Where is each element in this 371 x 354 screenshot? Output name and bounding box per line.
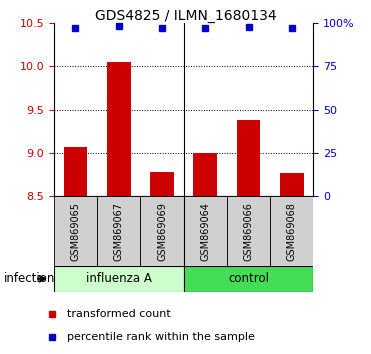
Text: GSM869068: GSM869068 [287, 202, 297, 261]
Bar [184, 266, 313, 292]
Bar [97, 196, 140, 266]
Bar [227, 196, 270, 266]
Bar [193, 153, 217, 196]
Text: percentile rank within the sample: percentile rank within the sample [67, 332, 255, 342]
Text: GDS4825 / ILMN_1680134: GDS4825 / ILMN_1680134 [95, 9, 276, 23]
Bar [63, 147, 87, 196]
Text: GSM869065: GSM869065 [70, 202, 81, 261]
Text: influenza A: influenza A [86, 272, 152, 285]
Bar [54, 196, 97, 266]
Bar [140, 196, 184, 266]
Bar [54, 266, 184, 292]
Text: control: control [228, 272, 269, 285]
Text: GSM869064: GSM869064 [200, 202, 210, 261]
Text: GSM869069: GSM869069 [157, 202, 167, 261]
Bar [280, 173, 304, 196]
Text: GSM869067: GSM869067 [114, 202, 124, 261]
Bar [184, 196, 227, 266]
Bar [270, 196, 313, 266]
Text: transformed count: transformed count [67, 309, 170, 319]
Bar [150, 172, 174, 196]
Text: infection: infection [4, 272, 55, 285]
Bar [237, 120, 260, 196]
Bar [107, 62, 131, 196]
Text: GSM869066: GSM869066 [244, 202, 253, 261]
